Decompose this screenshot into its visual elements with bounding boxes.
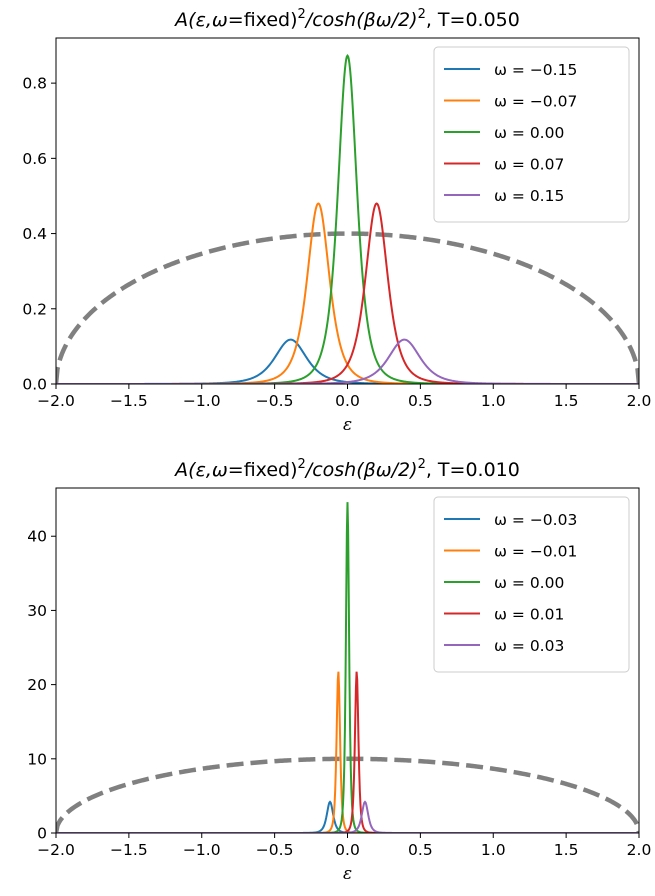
chart-title-part: 2 bbox=[298, 457, 306, 472]
chart-title-part: A(ε,ω bbox=[173, 9, 228, 31]
legend-entry-label: ω = 0.01 bbox=[494, 606, 564, 624]
legend-entry-label: ω = −0.01 bbox=[494, 543, 577, 561]
series-line-5 bbox=[56, 800, 639, 833]
legend-box bbox=[433, 496, 630, 673]
legend-entry-label: ω = 0.03 bbox=[494, 637, 564, 655]
legend-entry-label: ω = −0.03 bbox=[494, 511, 577, 529]
legend-box bbox=[433, 46, 630, 223]
chart-title-part: =fixed) bbox=[228, 459, 298, 481]
series-line-5 bbox=[56, 338, 639, 384]
chart-title: A(ε,ω=fixed)2/cosh(βω/2)2, T=0.010 bbox=[173, 457, 520, 481]
x-tick-label: 0.0 bbox=[335, 392, 360, 410]
chart-panel-2: A(ε,ω=fixed)2/cosh(βω/2)2, T=0.010−2.0 −1… bbox=[27, 457, 651, 884]
x-tick-label: 0.5 bbox=[408, 841, 433, 859]
legend-entry-label: ω = −0.15 bbox=[494, 61, 577, 79]
y-tick-label: 0.8 bbox=[22, 75, 47, 93]
legend-entry-label: ω = 0.00 bbox=[494, 574, 564, 592]
y-tick-label: 0.6 bbox=[22, 150, 47, 168]
legend-entry-label: ω = −0.07 bbox=[494, 93, 577, 111]
x-tick-label: −0.5 bbox=[256, 841, 294, 859]
y-tick-label: 0.0 bbox=[22, 376, 47, 394]
legend: ω = −0.15 ω = −0.07 ω = 0.00 ω = 0.07 ω = 0.… bbox=[433, 46, 630, 223]
x-tick-label: −2.0 bbox=[37, 392, 75, 410]
x-axis-label: ε bbox=[343, 415, 352, 435]
y-tick-label: 0.4 bbox=[22, 225, 47, 243]
x-tick-label: 1.5 bbox=[554, 841, 579, 859]
chart-title: A(ε,ω=fixed)2/cosh(βω/2)2, T=0.050 bbox=[173, 7, 520, 31]
legend-entry-label: ω = 0.15 bbox=[494, 187, 564, 205]
dashed-semicircle-curve bbox=[56, 756, 639, 833]
x-tick-label: −2.0 bbox=[37, 841, 75, 859]
y-tick-label: 20 bbox=[27, 676, 47, 694]
chart-title-part: A(ε,ω bbox=[173, 459, 228, 481]
series-line-4 bbox=[56, 202, 639, 384]
dashed-semicircle-curve bbox=[56, 231, 639, 384]
series-line-1 bbox=[56, 338, 639, 384]
chart-title-part: 2 bbox=[298, 7, 306, 22]
x-tick-label: 2.0 bbox=[627, 841, 652, 859]
legend-entry-label: ω = 0.07 bbox=[494, 156, 564, 174]
y-tick-label: 0.2 bbox=[22, 300, 47, 318]
x-tick-label: 0.0 bbox=[335, 841, 360, 859]
chart-title-part: , T=0.050 bbox=[426, 9, 520, 31]
y-tick-label: 30 bbox=[27, 602, 47, 620]
x-tick-label: −0.5 bbox=[256, 392, 294, 410]
y-tick-label: 40 bbox=[27, 528, 47, 546]
chart-panel-1: A(ε,ω=fixed)2/cosh(βω/2)2, T=0.050−2.0 −1… bbox=[22, 7, 651, 435]
legend-entry-label: ω = 0.00 bbox=[494, 124, 564, 142]
series-line-2 bbox=[56, 671, 639, 833]
x-tick-label: 1.5 bbox=[554, 392, 579, 410]
x-tick-label: −1.5 bbox=[110, 392, 148, 410]
chart-title-part: 2 bbox=[418, 457, 426, 472]
chart-title-part: =fixed) bbox=[228, 9, 298, 31]
legend: ω = −0.03 ω = −0.01 ω = 0.00 ω = 0.01 ω = 0.… bbox=[433, 496, 630, 673]
y-tick-label: 0 bbox=[37, 825, 47, 843]
x-tick-label: 1.0 bbox=[481, 841, 506, 859]
x-tick-label: −1.0 bbox=[183, 841, 221, 859]
chart-title-part: 2 bbox=[418, 7, 426, 22]
series-line-3 bbox=[56, 502, 639, 833]
series-line-1 bbox=[56, 800, 639, 833]
y-tick-label: 10 bbox=[27, 750, 47, 768]
x-tick-label: 2.0 bbox=[627, 392, 652, 410]
series-line-4 bbox=[56, 671, 639, 833]
series-line-2 bbox=[56, 202, 639, 384]
x-tick-label: 1.0 bbox=[481, 392, 506, 410]
x-axis-label: ε bbox=[343, 864, 352, 884]
chart-title-part: /cosh(βω/2) bbox=[304, 9, 418, 31]
chart-title-part: , T=0.010 bbox=[426, 459, 520, 481]
x-tick-label: 0.5 bbox=[408, 392, 433, 410]
chart-title-part: /cosh(βω/2) bbox=[304, 459, 418, 481]
x-tick-label: −1.0 bbox=[183, 392, 221, 410]
x-tick-label: −1.5 bbox=[110, 841, 148, 859]
